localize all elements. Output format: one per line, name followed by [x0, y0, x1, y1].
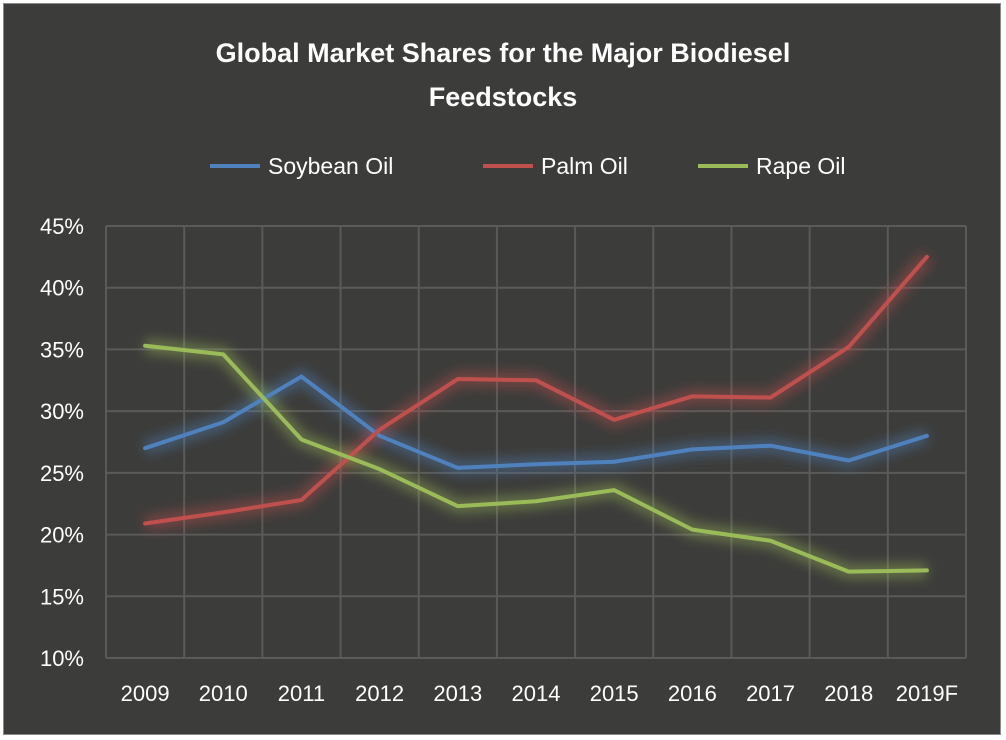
- y-tick-label: 30%: [40, 399, 84, 424]
- x-tick-label: 2018: [824, 681, 873, 706]
- y-tick-label: 15%: [40, 584, 84, 609]
- legend-label: Rape Oil: [756, 153, 845, 179]
- y-tick-label: 20%: [40, 523, 84, 548]
- x-tick-label: 2009: [121, 681, 170, 706]
- x-tick-label: 2012: [355, 681, 404, 706]
- x-tick-label: 2016: [668, 681, 717, 706]
- legend-label: Palm Oil: [541, 153, 628, 179]
- x-tick-label: 2010: [199, 681, 248, 706]
- y-tick-label: 25%: [40, 461, 84, 486]
- legend-label: Soybean Oil: [268, 153, 393, 179]
- x-tick-label: 2019F: [896, 681, 958, 706]
- y-tick-label: 10%: [40, 646, 84, 671]
- x-tick-label: 2013: [433, 681, 482, 706]
- chart-area: [3, 3, 1001, 735]
- y-tick-label: 40%: [40, 276, 84, 301]
- chart-title-line-1: Global Market Shares for the Major Biodi…: [216, 38, 791, 68]
- x-tick-label: 2015: [590, 681, 639, 706]
- x-tick-label: 2014: [512, 681, 561, 706]
- chart-title-line-2: Feedstocks: [429, 82, 578, 112]
- x-tick-label: 2017: [746, 681, 795, 706]
- y-tick-label: 45%: [40, 214, 84, 239]
- y-tick-label: 35%: [40, 337, 84, 362]
- x-tick-label: 2011: [278, 681, 325, 706]
